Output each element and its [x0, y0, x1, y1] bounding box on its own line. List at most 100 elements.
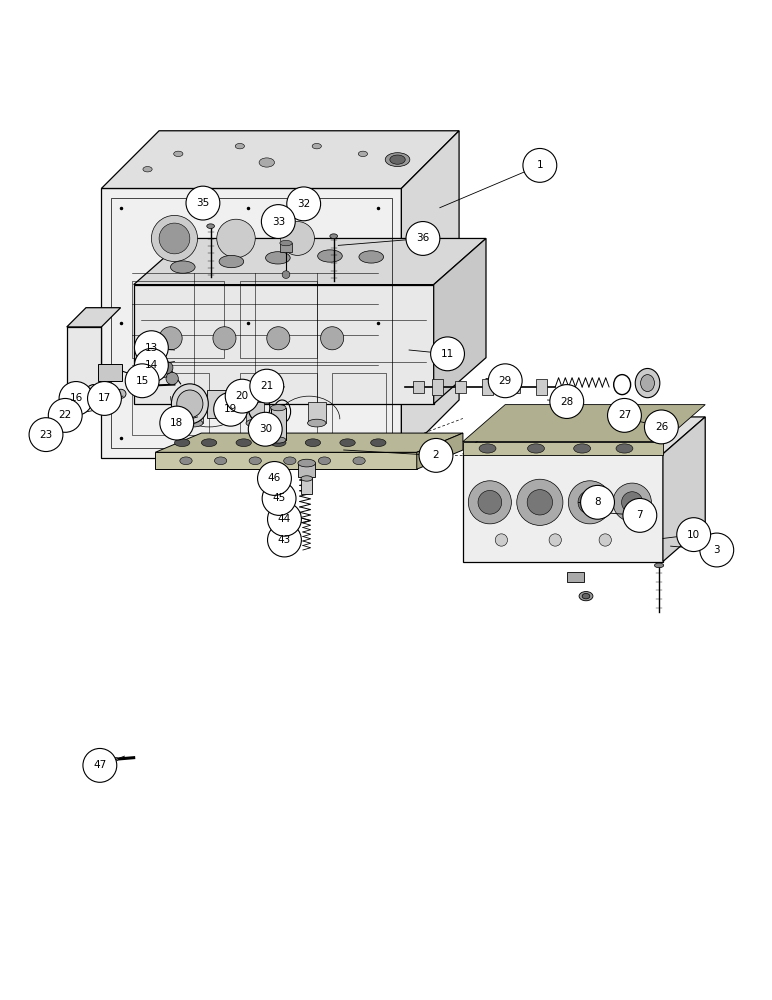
Bar — [207, 390, 230, 418]
Ellipse shape — [330, 234, 337, 238]
Polygon shape — [155, 433, 463, 452]
Circle shape — [608, 398, 642, 432]
Ellipse shape — [180, 457, 192, 465]
Ellipse shape — [312, 143, 321, 149]
Ellipse shape — [579, 592, 593, 601]
Bar — [297, 463, 315, 477]
Bar — [185, 402, 203, 423]
Circle shape — [282, 271, 290, 278]
Ellipse shape — [213, 327, 236, 350]
Text: 27: 27 — [618, 410, 631, 420]
Text: 23: 23 — [39, 430, 52, 440]
Text: 33: 33 — [272, 217, 285, 227]
Circle shape — [134, 348, 168, 382]
Text: 2: 2 — [432, 450, 439, 460]
Polygon shape — [663, 417, 706, 562]
Ellipse shape — [582, 593, 590, 599]
Text: 36: 36 — [416, 233, 429, 243]
Circle shape — [49, 398, 82, 432]
Text: 3: 3 — [713, 545, 720, 555]
Circle shape — [134, 331, 168, 365]
Circle shape — [166, 372, 178, 385]
Circle shape — [268, 523, 301, 557]
Polygon shape — [101, 188, 401, 458]
Bar — [332, 373, 386, 435]
Ellipse shape — [236, 439, 252, 447]
Circle shape — [78, 390, 86, 398]
Ellipse shape — [171, 384, 208, 424]
Ellipse shape — [171, 261, 195, 273]
Bar — [455, 381, 466, 393]
Circle shape — [550, 385, 584, 418]
Bar — [463, 442, 663, 455]
Circle shape — [700, 533, 733, 567]
Bar — [536, 379, 547, 395]
Text: 17: 17 — [98, 393, 111, 403]
Ellipse shape — [249, 457, 262, 465]
Bar — [300, 478, 312, 494]
Circle shape — [469, 481, 511, 524]
Ellipse shape — [174, 151, 183, 157]
Ellipse shape — [185, 419, 203, 427]
Text: 28: 28 — [560, 397, 574, 407]
Ellipse shape — [641, 375, 655, 392]
Ellipse shape — [574, 444, 591, 453]
Text: 18: 18 — [170, 418, 184, 428]
Ellipse shape — [115, 389, 126, 398]
Circle shape — [217, 219, 256, 258]
Text: 29: 29 — [499, 376, 512, 386]
Circle shape — [250, 369, 283, 403]
Circle shape — [161, 362, 173, 374]
Ellipse shape — [359, 251, 384, 263]
Circle shape — [549, 534, 561, 546]
Bar — [509, 381, 520, 393]
Bar — [279, 243, 292, 252]
Ellipse shape — [527, 444, 544, 453]
Text: 45: 45 — [273, 493, 286, 503]
Ellipse shape — [271, 437, 286, 443]
Ellipse shape — [635, 368, 660, 398]
Bar — [246, 402, 265, 423]
Bar — [132, 373, 209, 435]
Text: 7: 7 — [637, 510, 643, 520]
Polygon shape — [463, 405, 706, 442]
Text: 32: 32 — [297, 199, 310, 209]
Bar — [155, 452, 417, 469]
Text: 19: 19 — [224, 404, 237, 414]
Text: 13: 13 — [145, 343, 158, 353]
Polygon shape — [134, 285, 434, 404]
Ellipse shape — [320, 327, 344, 350]
Ellipse shape — [317, 250, 342, 262]
Ellipse shape — [340, 439, 355, 447]
Text: 1: 1 — [537, 160, 543, 170]
Circle shape — [419, 438, 453, 472]
Ellipse shape — [112, 757, 118, 761]
Ellipse shape — [267, 327, 290, 350]
Ellipse shape — [207, 224, 215, 228]
Text: 44: 44 — [278, 514, 291, 524]
Circle shape — [89, 388, 98, 397]
Circle shape — [478, 490, 502, 514]
Circle shape — [214, 392, 248, 426]
Ellipse shape — [390, 155, 405, 164]
Ellipse shape — [266, 252, 290, 264]
Circle shape — [489, 364, 522, 398]
Circle shape — [568, 481, 611, 524]
Circle shape — [83, 748, 117, 782]
Bar — [413, 381, 424, 393]
Text: 47: 47 — [93, 760, 107, 770]
Circle shape — [581, 485, 615, 519]
Ellipse shape — [353, 457, 365, 465]
Polygon shape — [463, 454, 663, 562]
Ellipse shape — [129, 383, 135, 389]
Ellipse shape — [283, 457, 296, 465]
Circle shape — [258, 462, 291, 495]
Ellipse shape — [259, 158, 275, 167]
Text: 8: 8 — [594, 497, 601, 507]
Circle shape — [645, 410, 679, 444]
Bar — [482, 379, 493, 395]
Bar — [432, 379, 443, 395]
Polygon shape — [463, 417, 706, 454]
Polygon shape — [401, 131, 459, 458]
Ellipse shape — [201, 439, 217, 447]
